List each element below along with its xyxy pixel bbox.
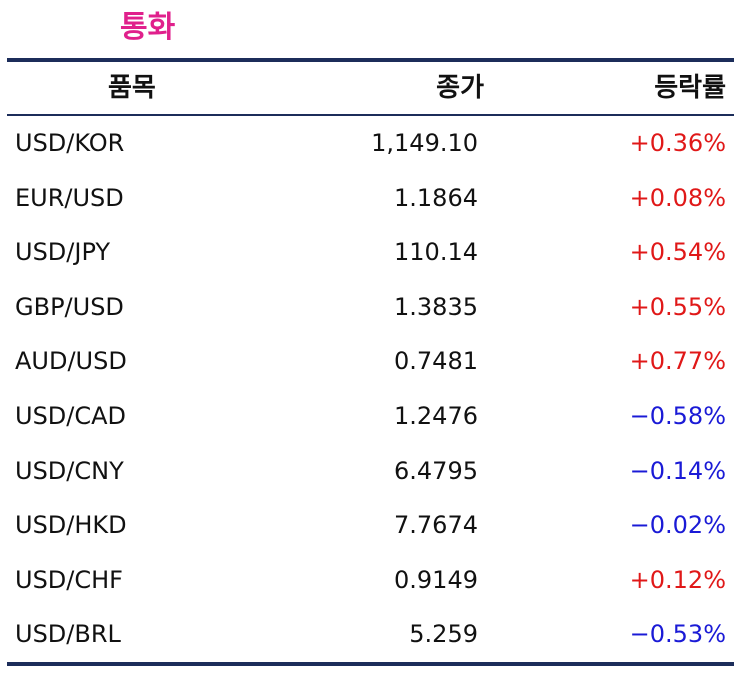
header-close: 종가 [436,73,484,103]
row-item: USD/HKD [15,511,127,540]
row-close: 0.7481 [394,347,478,376]
table-header: 품목 종가 등락률 [7,62,734,114]
row-close: 5.259 [409,620,478,649]
row-change: +0.36% [629,129,726,157]
row-item: USD/CAD [15,401,127,430]
table-row: USD/HKD 7.7674 −0.02% [7,498,734,553]
row-close: 7.7674 [394,511,478,540]
row-change: +0.08% [629,183,726,212]
row-item: USD/JPY [15,238,111,267]
row-close: 1,149.10 [371,129,478,157]
row-item: USD/KOR [15,129,125,157]
table-row: USD/KOR 1,149.10 +0.36% [7,116,734,171]
row-item: EUR/USD [15,183,124,212]
row-change: +0.77% [629,347,726,376]
header-change: 등락률 [654,73,726,103]
table-row: USD/CNY 6.4795 −0.14% [7,444,734,499]
row-item: USD/BRL [15,620,121,649]
table-top-rule [7,58,734,62]
row-close: 1.1864 [394,183,478,212]
header-divider [7,114,734,116]
table-row: EUR/USD 1.1864 +0.08% [7,171,734,226]
table-body: USD/KOR 1,149.10 +0.36% EUR/USD 1.1864 +… [7,116,734,662]
row-item: USD/CHF [15,565,123,594]
table-row: USD/CAD 1.2476 −0.58% [7,389,734,444]
row-change: +0.54% [629,238,726,267]
row-change: −0.58% [629,401,726,430]
table-row: GBP/USD 1.3835 +0.55% [7,280,734,335]
row-close: 1.2476 [394,401,478,430]
table-row: USD/JPY 110.14 +0.54% [7,225,734,280]
table-row: USD/CHF 0.9149 +0.12% [7,553,734,608]
row-close: 1.3835 [394,292,478,321]
row-change: −0.14% [629,456,726,485]
row-item: USD/CNY [15,456,124,485]
row-close: 0.9149 [394,565,478,594]
table-bottom-rule [7,662,734,666]
header-item: 품목 [108,73,156,103]
row-change: −0.02% [629,511,726,540]
row-change: −0.53% [629,620,726,649]
row-change: +0.12% [629,565,726,594]
row-close: 110.14 [394,238,478,267]
page-title: 통화 [120,10,176,45]
row-change: +0.55% [629,292,726,321]
row-item: AUD/USD [15,347,127,376]
row-close: 6.4795 [394,456,478,485]
table-row: USD/BRL 5.259 −0.53% [7,607,734,662]
row-item: GBP/USD [15,292,124,321]
table-row: AUD/USD 0.7481 +0.77% [7,334,734,389]
